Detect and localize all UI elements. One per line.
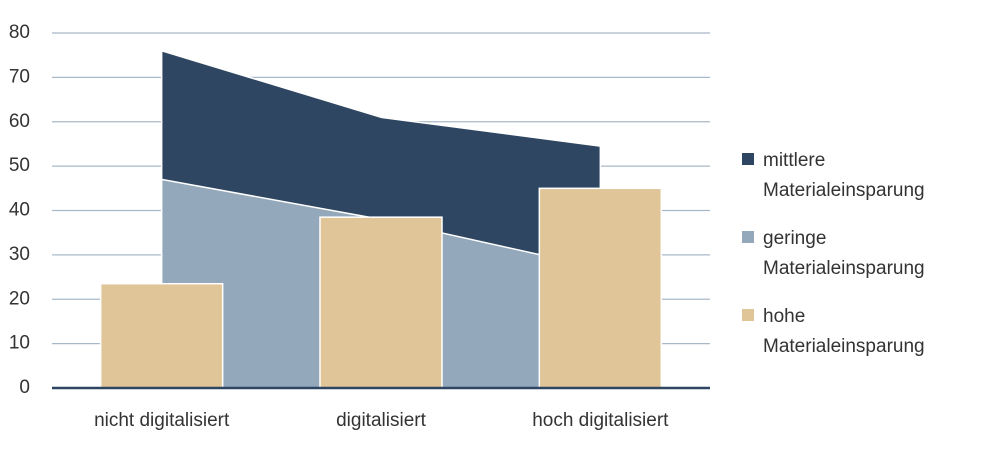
y-tick-label: 40: [9, 200, 30, 221]
y-tick-label: 50: [9, 155, 30, 176]
legend-item: geringe Materialeinsparung: [742, 224, 972, 284]
legend-swatch: [742, 309, 754, 321]
chart: 0 10 20 30 40 50 60 70 80 nicht digitalisiert digi…: [9, 22, 710, 431]
y-tick-label: 30: [9, 244, 30, 265]
legend-swatch: [742, 231, 754, 243]
legend-label: hohe Materialeinsparung: [763, 306, 925, 357]
y-tick-label: 60: [9, 111, 30, 132]
legend-label: geringe Materialeinsparung: [763, 228, 925, 279]
y-tick-label: 70: [9, 66, 30, 87]
legend-item: mittlere Materialeinsparung: [742, 146, 972, 206]
y-tick-label: 0: [19, 377, 30, 398]
bar: [99, 282, 224, 389]
x-tick-label: nicht digitalisiert: [94, 410, 230, 431]
y-tick-label: 20: [9, 288, 30, 309]
legend-item: hohe Materialeinsparung: [742, 302, 972, 362]
legend-label: mittlere Materialeinsparung: [763, 150, 925, 201]
y-tick-label: 80: [9, 22, 30, 43]
x-tick-label: digitalisiert: [336, 410, 426, 431]
bar: [319, 216, 443, 389]
legend: mittlere Materialeinsparung geringe Mater…: [742, 146, 972, 380]
legend-swatch: [742, 153, 754, 165]
bar: [538, 187, 663, 389]
x-tick-label: hoch digitalisiert: [532, 410, 669, 431]
y-tick-label: 10: [9, 333, 30, 354]
